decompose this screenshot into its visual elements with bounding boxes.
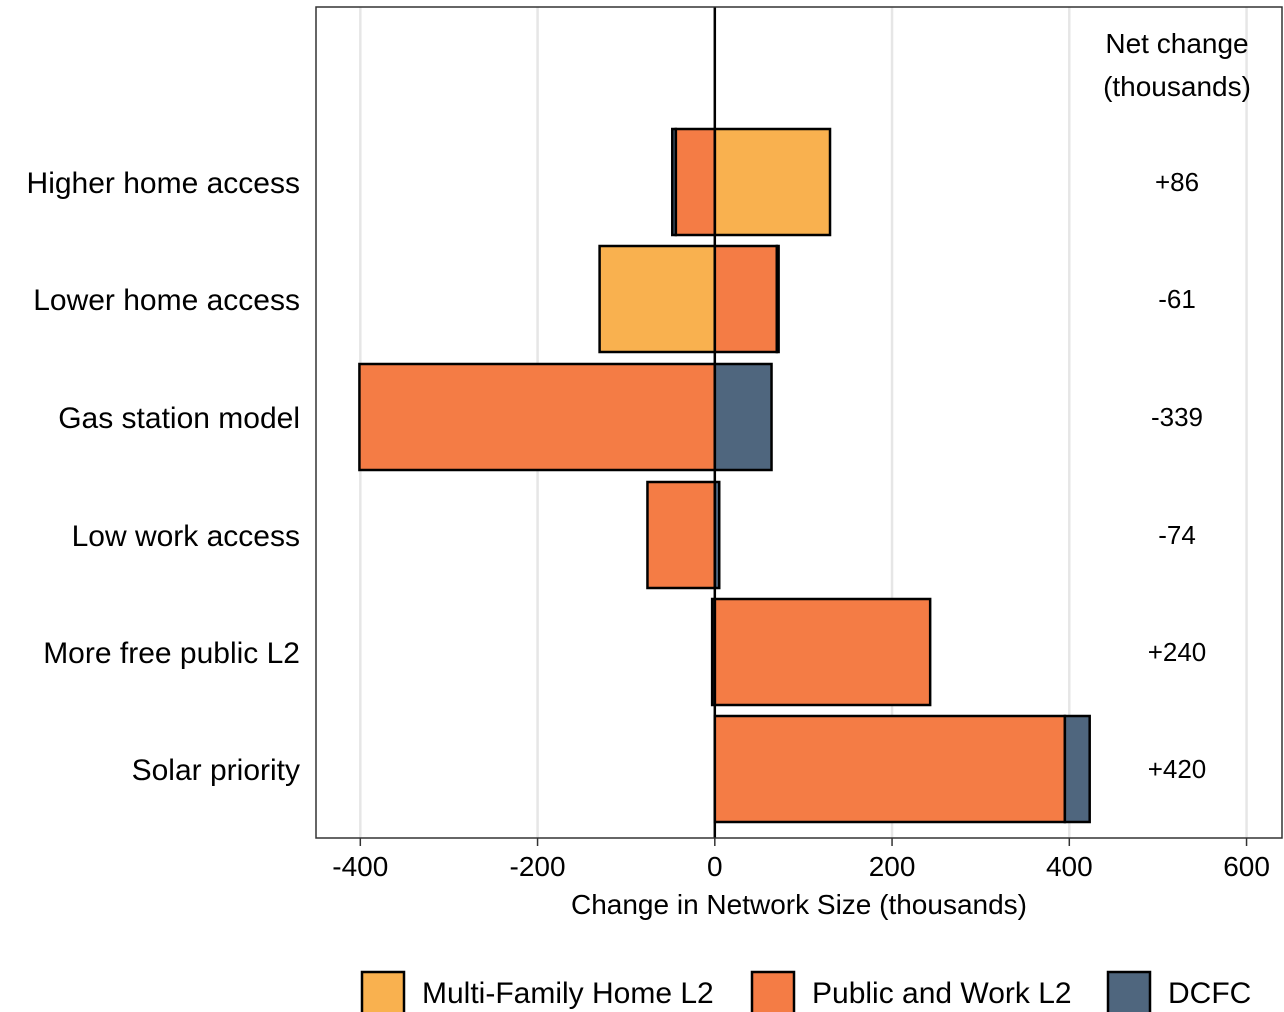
bar-public-and-work-l2 (646, 480, 717, 590)
legend: Multi-Family Home L2 Public and Work L2 DC… (360, 970, 1251, 1012)
legend-label: Multi-Family Home L2 (422, 977, 714, 1010)
x-tick-label: 200 (869, 851, 916, 882)
legend-swatch (1106, 970, 1152, 1012)
net-change-value: +240 (1148, 637, 1207, 667)
bar-multi-family-home-l2 (598, 244, 717, 354)
category-labels: Higher home access Lower home access Gas s… (27, 167, 300, 787)
net-change-value: +420 (1148, 754, 1207, 784)
category-label: Higher home access (27, 167, 300, 200)
net-change-value: -74 (1158, 520, 1196, 550)
net-change-title-line1: Net change (1105, 28, 1248, 59)
category-label: Gas station model (58, 402, 300, 435)
legend-swatch (360, 970, 406, 1012)
category-label: Lower home access (33, 284, 300, 317)
legend-label: DCFC (1168, 977, 1251, 1010)
bar-dcfc (775, 244, 780, 354)
bars (358, 127, 1091, 824)
x-tick-label: 600 (1223, 851, 1270, 882)
net-change-value: -339 (1151, 402, 1203, 432)
bar-dcfc (671, 127, 678, 237)
bar-dcfc (713, 362, 773, 472)
bar-public-and-work-l2 (713, 597, 932, 707)
category-label: Low work access (72, 520, 300, 553)
x-tick-label: 400 (1046, 851, 1093, 882)
net-change-value: -61 (1158, 284, 1196, 314)
x-tick-label: 0 (707, 851, 723, 882)
x-tick-label: -400 (332, 851, 388, 882)
x-axis-title: Change in Network Size (thousands) (571, 889, 1027, 920)
bar-multi-family-home-l2 (713, 127, 832, 237)
plot-panel-border (315, 6, 1283, 839)
net-change-title-line2: (thousands) (1103, 71, 1251, 102)
bar-public-and-work-l2 (713, 244, 779, 354)
x-tick-label: -200 (510, 851, 566, 882)
x-axis-ticks: -400 -200 0 200 400 600 (332, 838, 1270, 882)
net-change-value: +86 (1155, 167, 1199, 197)
legend-swatch (750, 970, 796, 1012)
legend-label: Public and Work L2 (812, 977, 1072, 1010)
bar-public-and-work-l2 (713, 714, 1067, 824)
net-change-values: +86 -61 -339 -74 +240 +420 (1148, 167, 1207, 784)
category-label: More free public L2 (43, 637, 300, 670)
bar-public-and-work-l2 (674, 127, 717, 237)
category-label: Solar priority (132, 754, 300, 787)
bar-public-and-work-l2 (358, 362, 717, 472)
bar-dcfc (1063, 714, 1091, 824)
